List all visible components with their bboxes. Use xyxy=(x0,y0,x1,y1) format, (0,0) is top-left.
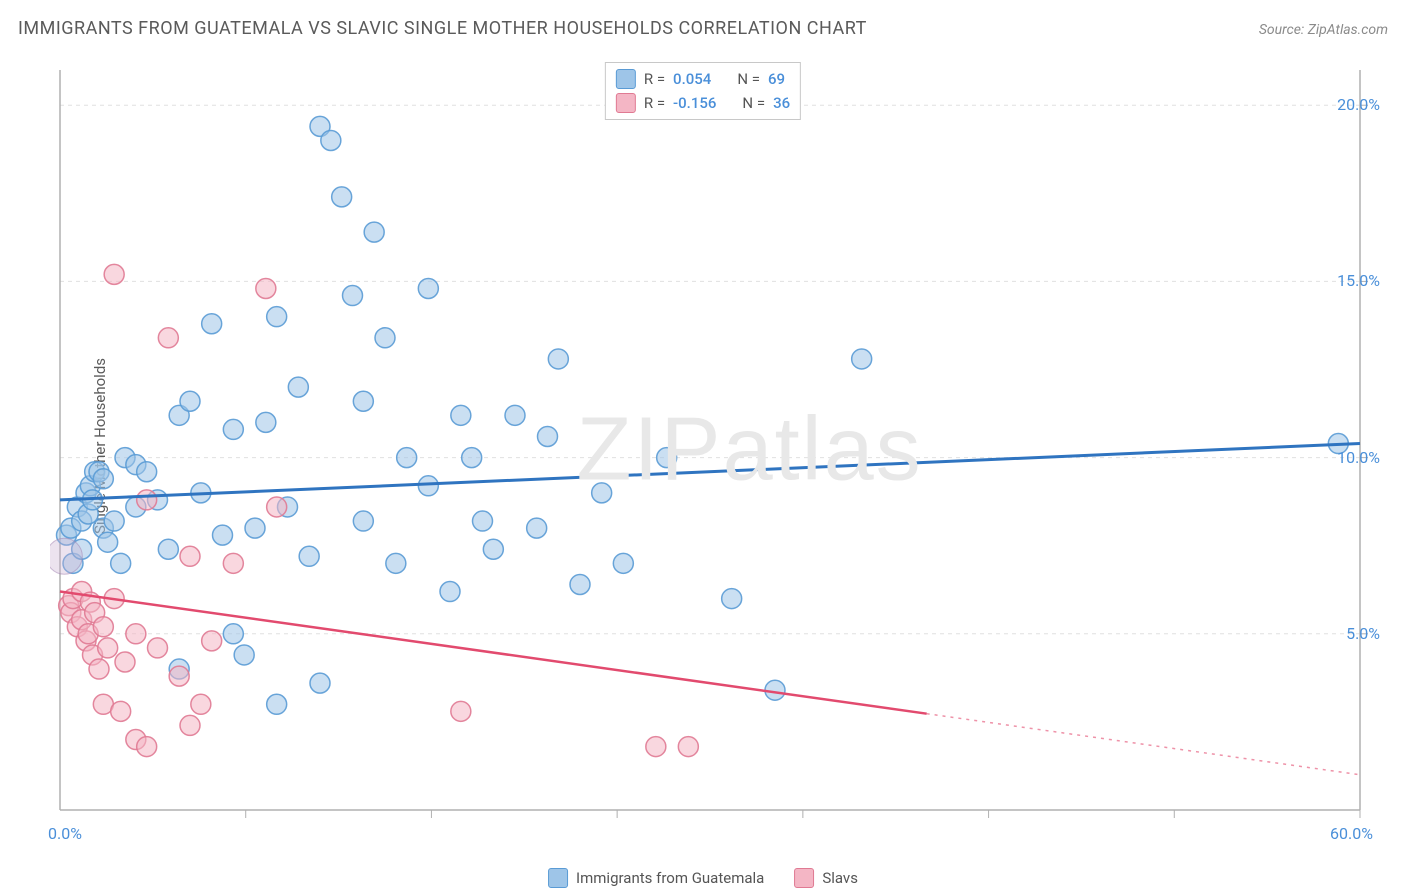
legend-n-value: 36 xyxy=(773,94,790,112)
legend-n-label: N = xyxy=(737,70,760,88)
legend-swatch xyxy=(794,868,814,888)
legend-correlation-row: R = 0.054 N = 69 xyxy=(616,67,790,91)
x-tick-label: 60.0% xyxy=(1330,824,1373,843)
legend-series-label: Immigrants from Guatemala xyxy=(576,869,764,887)
y-tick-label: 10.0% xyxy=(1337,448,1380,467)
legend-n-label: N = xyxy=(742,94,765,112)
legend-n-value: 69 xyxy=(768,70,785,88)
legend-swatch xyxy=(548,868,568,888)
legend-series-label: Slavs xyxy=(822,869,858,887)
x-tick-label: 0.0% xyxy=(48,824,82,843)
y-tick-label: 5.0% xyxy=(1346,624,1380,643)
legend-r-value: 0.054 xyxy=(673,70,711,88)
legend-swatch xyxy=(616,93,636,113)
y-tick-label: 15.0% xyxy=(1337,271,1380,290)
legend-r-label: R = xyxy=(644,94,665,112)
legend-r-label: R = xyxy=(644,70,665,88)
legend-series: Immigrants from Guatemala Slavs xyxy=(548,868,858,888)
source-label: Source: ZipAtlas.com xyxy=(1259,22,1388,38)
scatter-chart-svg xyxy=(50,60,1380,840)
chart-area: ZIPatlas xyxy=(50,60,1380,840)
legend-correlation: R = 0.054 N = 69 R = -0.156 N = 36 xyxy=(605,62,801,120)
legend-series-item: Immigrants from Guatemala xyxy=(548,868,764,888)
legend-series-item: Slavs xyxy=(794,868,858,888)
legend-swatch xyxy=(616,69,636,89)
y-tick-label: 20.0% xyxy=(1337,95,1380,114)
legend-r-value: -0.156 xyxy=(673,94,716,112)
chart-title: IMMIGRANTS FROM GUATEMALA VS SLAVIC SING… xyxy=(18,18,867,39)
legend-correlation-row: R = -0.156 N = 36 xyxy=(616,91,790,115)
